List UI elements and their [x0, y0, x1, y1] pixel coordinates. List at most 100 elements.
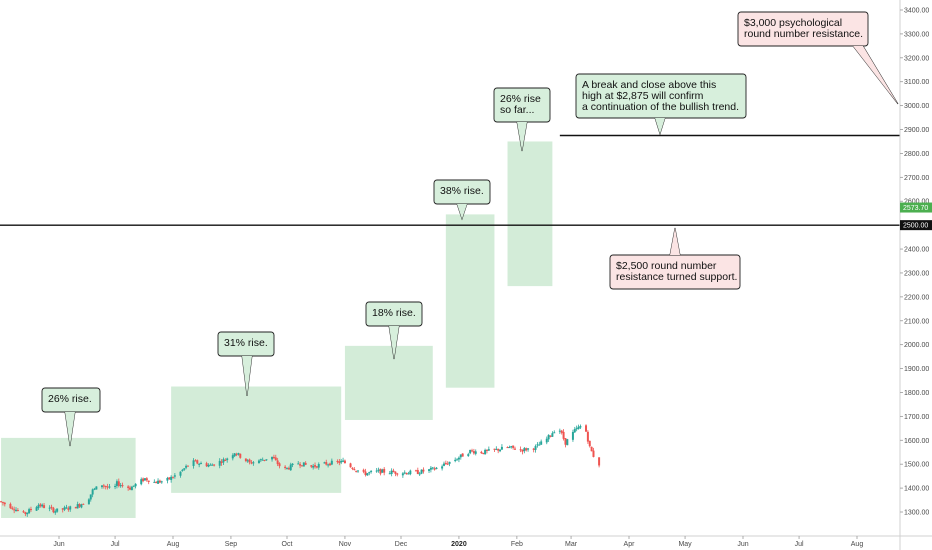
candle-body [377, 469, 380, 471]
candle-body [420, 469, 423, 474]
candle-body [467, 454, 470, 457]
candle-body [50, 506, 53, 508]
candle-body [564, 438, 567, 445]
candle-body [485, 449, 488, 451]
candle-body [317, 464, 320, 468]
candle-body [469, 449, 472, 454]
callout-pointer-fill [389, 326, 399, 359]
candle-body [364, 471, 367, 475]
candle-body [127, 486, 130, 488]
candle-body [39, 504, 42, 507]
candle-body [562, 431, 565, 439]
candle-body [590, 446, 593, 452]
price-tick-label: 1300.00 [904, 510, 929, 517]
candle-body [22, 511, 25, 513]
candle-body [192, 460, 195, 466]
candle-body [401, 473, 404, 476]
candle-body [61, 508, 64, 510]
candle-body [15, 509, 18, 512]
candle-body [560, 430, 563, 433]
candle-body [121, 485, 124, 487]
candle-body [222, 459, 225, 463]
candle-body [390, 470, 393, 474]
time-tick-label: Jul [111, 541, 120, 548]
candle-body [29, 508, 32, 511]
candle-body [472, 451, 475, 454]
candle-body [510, 446, 513, 448]
candle-body [179, 471, 182, 476]
candle-body [456, 459, 459, 461]
candle-body [312, 465, 315, 468]
candle-body [140, 479, 143, 485]
candle-body [499, 449, 502, 452]
callout-text-line: $3,000 psychological [744, 17, 842, 29]
time-tick-label: May [678, 541, 692, 548]
candle-body [330, 460, 333, 465]
candle-body [538, 444, 541, 446]
candle-body [147, 480, 150, 483]
candle-body [185, 465, 188, 468]
candle-body [106, 486, 109, 488]
candle-body [480, 451, 483, 454]
callout-text-line: 26% rise. [48, 393, 92, 405]
candle-body [82, 503, 85, 505]
candle-body [340, 460, 343, 463]
candle-body [76, 504, 79, 509]
candle-body [291, 463, 294, 466]
candle-body [166, 477, 169, 481]
candle-body [409, 470, 412, 475]
candle-body [168, 477, 171, 480]
candle-body [143, 478, 146, 481]
candle-body [579, 426, 582, 428]
callout-text: 26% rise. [48, 393, 92, 405]
candle-body [459, 454, 462, 458]
candle-body [429, 467, 432, 470]
callout-pointer-fill [457, 204, 467, 219]
candle-body [239, 453, 242, 458]
candle-body [304, 462, 307, 465]
callout-text: 26% rise so far... [500, 93, 541, 116]
candle-body [194, 460, 197, 462]
price-tick-label: 3300.00 [904, 31, 929, 38]
candle-body [263, 459, 266, 461]
candle-body [181, 469, 184, 471]
candle-body [495, 448, 498, 450]
candle-body [231, 455, 234, 459]
price-axis: 1300.00 1400.00 1500.00 1600.00 1700.00 1800.… [899, 0, 932, 550]
candle-body [416, 470, 419, 474]
annotation-callout: $3,000 psychological round number resista… [737, 11, 899, 105]
callout-box [737, 11, 869, 47]
candlesticks [0, 424, 601, 517]
time-tick-label: Jun [737, 541, 748, 548]
price-tick-label: 3100.00 [904, 79, 929, 86]
callout-text: $3,000 psychological round number resista… [744, 17, 863, 40]
callout-text-line: high at $2,875 will confirm [582, 90, 704, 102]
candle-body [433, 468, 436, 470]
candle-body [78, 504, 81, 507]
candle-body [272, 456, 275, 459]
candle-body [24, 512, 27, 514]
candle-body [571, 431, 574, 440]
candle-body [525, 448, 528, 451]
price-tick-label: 1700.00 [904, 414, 929, 421]
candle-body [586, 431, 589, 442]
candle-body [521, 449, 524, 452]
candle-body [213, 464, 216, 466]
candle-body [381, 469, 384, 473]
candle-body [209, 464, 212, 466]
candle-body [54, 511, 57, 513]
callout-text-line: $2,500 round number [616, 260, 717, 272]
callout-text: 31% rise. [224, 337, 268, 349]
candle-body [573, 429, 576, 433]
callout-text-line: so far... [500, 104, 534, 116]
candle-body [368, 472, 371, 474]
candle-body [405, 472, 408, 475]
candle-body [506, 447, 509, 449]
candle-body [414, 470, 417, 472]
candle-body [41, 504, 44, 507]
candle-body [172, 477, 174, 479]
price-tick-label: 2800.00 [904, 151, 929, 158]
candle-body [237, 453, 240, 455]
candle-body [226, 458, 229, 460]
candle-body [13, 509, 16, 511]
